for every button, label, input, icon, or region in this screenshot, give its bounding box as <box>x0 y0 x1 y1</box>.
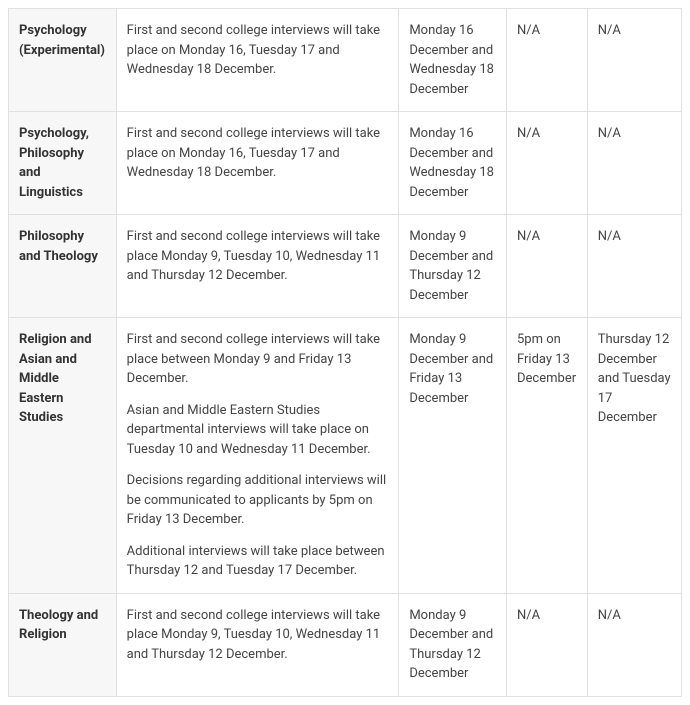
additional-cell: N/A <box>587 112 681 215</box>
description-cell: First and second college interviews will… <box>116 112 399 215</box>
additional-cell: N/A <box>587 9 681 112</box>
deadline-cell: N/A <box>507 9 588 112</box>
description-paragraph: First and second college interviews will… <box>127 606 389 665</box>
subject-cell: Religion and Asian and Middle Eastern St… <box>9 318 117 594</box>
description-cell: First and second college interviews will… <box>116 318 399 594</box>
subject-cell: Philosophy and Theology <box>9 215 117 318</box>
additional-cell: N/A <box>587 593 681 696</box>
deadline-cell: N/A <box>507 593 588 696</box>
table-row: Philosophy and TheologyFirst and second … <box>9 215 682 318</box>
subject-cell: Theology and Religion <box>9 593 117 696</box>
description-paragraph: Asian and Middle Eastern Studies departm… <box>127 401 389 460</box>
dates-cell: Monday 9 December and Thursday 12 Decemb… <box>399 215 507 318</box>
table-row: Theology and ReligionFirst and second co… <box>9 593 682 696</box>
table-row: Religion and Asian and Middle Eastern St… <box>9 318 682 594</box>
subject-cell: Psychology, Philosophy and Linguistics <box>9 112 117 215</box>
description-paragraph: First and second college interviews will… <box>127 227 389 286</box>
description-cell: First and second college interviews will… <box>116 593 399 696</box>
dates-cell: Monday 9 December and Friday 13 December <box>399 318 507 594</box>
additional-cell: Thursday 12 December and Tuesday 17 Dece… <box>587 318 681 594</box>
table-row: Psychology (Experimental)First and secon… <box>9 9 682 112</box>
subject-cell: Psychology (Experimental) <box>9 9 117 112</box>
dates-cell: Monday 9 December and Thursday 12 Decemb… <box>399 593 507 696</box>
dates-cell: Monday 16 December and Wednesday 18 Dece… <box>399 112 507 215</box>
description-paragraph: Decisions regarding additional interview… <box>127 471 389 530</box>
deadline-cell: 5pm on Friday 13 December <box>507 318 588 594</box>
description-paragraph: First and second college interviews will… <box>127 21 389 80</box>
additional-cell: N/A <box>587 215 681 318</box>
interview-schedule-table: Psychology (Experimental)First and secon… <box>8 8 682 697</box>
description-paragraph: Additional interviews will take place be… <box>127 542 389 581</box>
table-body: Psychology (Experimental)First and secon… <box>9 9 682 697</box>
table-row: Psychology, Philosophy and LinguisticsFi… <box>9 112 682 215</box>
description-paragraph: First and second college interviews will… <box>127 124 389 183</box>
deadline-cell: N/A <box>507 112 588 215</box>
dates-cell: Monday 16 December and Wednesday 18 Dece… <box>399 9 507 112</box>
description-paragraph: First and second college interviews will… <box>127 330 389 389</box>
description-cell: First and second college interviews will… <box>116 9 399 112</box>
deadline-cell: N/A <box>507 215 588 318</box>
description-cell: First and second college interviews will… <box>116 215 399 318</box>
